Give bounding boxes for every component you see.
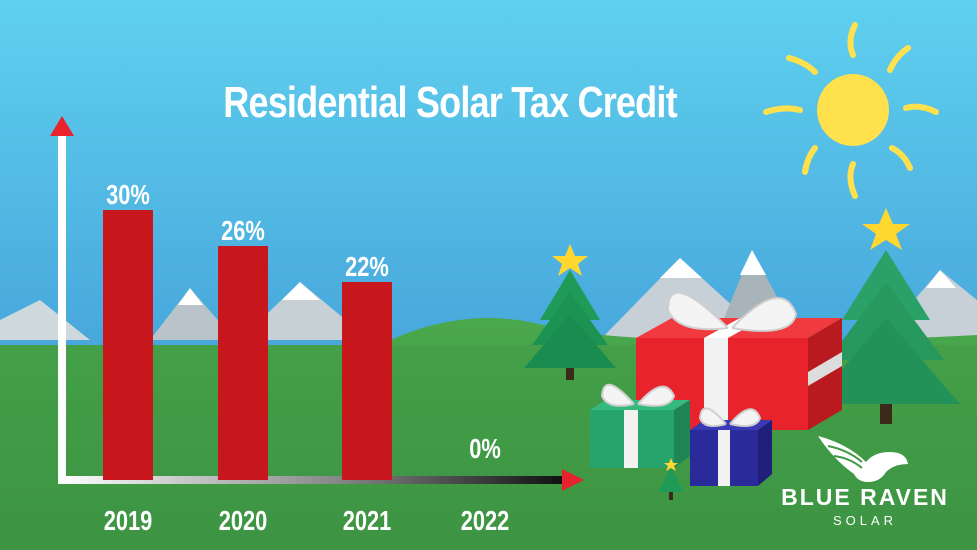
brand-name: BLUE RAVEN — [781, 484, 949, 510]
category-label-2019: 2019 — [104, 505, 153, 536]
raven-logo-icon — [818, 436, 908, 482]
x-axis-line — [58, 476, 563, 484]
tax-credit-chart: 30% 2019 26% 2020 22% 2021 0% 2022 — [50, 116, 584, 537]
blue-gift-icon — [690, 407, 772, 486]
value-label-2019: 30% — [106, 179, 150, 210]
sun-icon — [763, 22, 939, 199]
category-label-2020: 2020 — [219, 505, 268, 536]
bar-2019 — [103, 210, 153, 480]
category-label-2021: 2021 — [343, 505, 392, 536]
y-axis-arrow — [50, 116, 74, 136]
value-label-2020: 26% — [221, 215, 265, 246]
brand-subtitle: SOLAR — [832, 513, 898, 528]
brand-logo: BLUE RAVEN SOLAR — [770, 484, 960, 528]
x-axis-arrow — [562, 469, 584, 491]
bar-2020 — [218, 246, 268, 480]
christmas-tree-icon — [524, 244, 616, 380]
value-label-2022: 0% — [469, 433, 501, 464]
y-axis-line — [58, 136, 66, 480]
green-gift-icon — [590, 383, 690, 468]
christmas-tree-icon — [812, 208, 960, 424]
chart-title: Residential Solar Tax Credit — [223, 78, 677, 127]
small-tree-icon — [658, 458, 684, 500]
bar-2021 — [342, 282, 392, 480]
category-label-2022: 2022 — [461, 505, 510, 536]
value-label-2021: 22% — [345, 251, 389, 282]
